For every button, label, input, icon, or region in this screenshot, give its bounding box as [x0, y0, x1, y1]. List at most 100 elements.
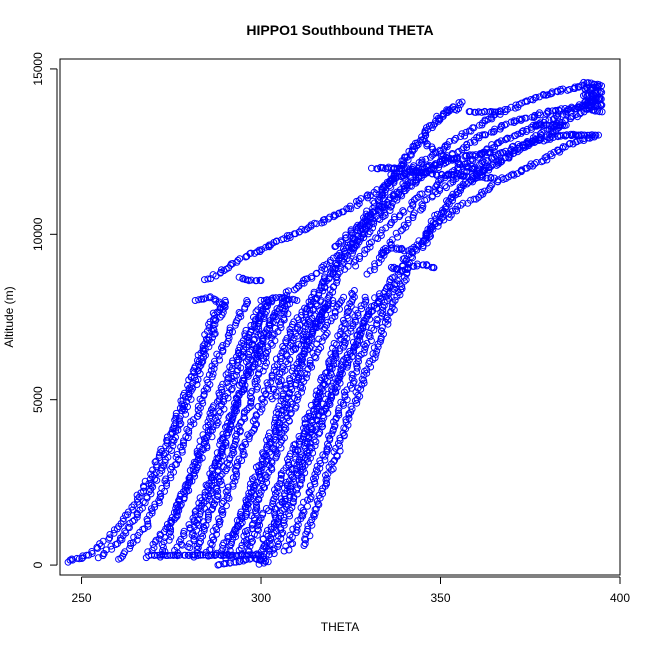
data-point — [404, 247, 412, 255]
data-point — [216, 409, 224, 417]
data-point — [167, 474, 175, 482]
data-point — [184, 393, 192, 401]
data-point — [343, 255, 351, 263]
data-point — [245, 499, 253, 507]
data-point — [399, 172, 407, 180]
data-point — [247, 389, 255, 397]
data-point — [592, 89, 600, 97]
data-point — [337, 264, 345, 272]
data-point — [215, 561, 223, 568]
data-point — [552, 112, 560, 120]
data-point — [405, 147, 413, 155]
data-point — [254, 403, 262, 410]
data-point — [324, 295, 332, 302]
data-point — [200, 350, 208, 358]
data-point — [349, 338, 357, 346]
data-point — [366, 267, 374, 275]
data-point — [413, 246, 421, 254]
data-point — [119, 517, 127, 525]
data-point — [361, 293, 369, 301]
data-point — [391, 164, 398, 172]
data-point — [258, 556, 266, 564]
data-point — [262, 353, 270, 361]
data-point — [119, 515, 127, 523]
data-point — [427, 224, 435, 232]
data-point — [279, 416, 287, 424]
data-point — [257, 352, 265, 360]
data-point — [68, 555, 76, 563]
data-point — [233, 470, 241, 478]
data-point — [469, 151, 477, 159]
data-point — [292, 455, 300, 463]
data-point — [450, 136, 458, 144]
data-point — [233, 458, 241, 466]
data-point — [129, 517, 137, 525]
data-point — [206, 293, 214, 301]
data-point — [469, 173, 477, 181]
data-point — [281, 385, 289, 393]
data-point — [354, 221, 362, 229]
data-point — [380, 302, 388, 310]
data-point — [247, 276, 255, 284]
data-point — [219, 452, 227, 460]
data-point — [430, 161, 438, 169]
data-point — [162, 475, 170, 483]
data-point — [253, 277, 261, 285]
data-point — [213, 350, 221, 358]
data-point — [344, 262, 352, 270]
data-point — [360, 379, 368, 387]
data-point — [433, 171, 441, 179]
data-point — [388, 303, 396, 311]
data-point — [388, 244, 396, 252]
data-point — [273, 308, 281, 316]
data-point — [148, 509, 156, 517]
data-point — [487, 174, 495, 182]
data-point — [209, 324, 217, 332]
data-point — [193, 357, 201, 364]
data-point — [177, 490, 185, 498]
data-point — [486, 148, 494, 156]
data-point — [490, 174, 498, 182]
data-point — [228, 359, 236, 367]
data-point — [225, 329, 233, 337]
data-point — [492, 108, 500, 116]
data-point — [304, 525, 312, 533]
data-point — [291, 286, 298, 294]
data-point — [431, 120, 439, 128]
data-point — [163, 479, 171, 487]
data-point — [390, 195, 398, 203]
data-point — [236, 310, 244, 318]
data-point — [361, 346, 369, 353]
data-point — [403, 184, 411, 192]
data-point — [497, 108, 505, 116]
data-point — [293, 297, 301, 304]
data-point — [268, 457, 275, 465]
data-point — [306, 482, 314, 490]
data-point — [211, 357, 218, 365]
data-point — [184, 481, 192, 489]
data-point — [536, 109, 543, 117]
data-point — [321, 300, 329, 308]
data-point — [321, 324, 329, 332]
data-point — [167, 533, 175, 541]
data-point — [292, 380, 300, 388]
data-point — [251, 360, 259, 368]
data-point — [255, 516, 263, 524]
data-point — [269, 385, 277, 393]
data-point — [344, 354, 352, 361]
data-point — [372, 350, 380, 358]
data-point — [362, 343, 369, 350]
data-point — [353, 237, 361, 245]
data-point — [409, 214, 417, 222]
data-point — [175, 507, 183, 515]
data-point — [303, 413, 311, 421]
data-point — [235, 391, 243, 398]
data-point — [219, 342, 227, 349]
data-point — [193, 450, 201, 458]
data-point — [222, 371, 230, 379]
data-point — [420, 237, 427, 245]
data-point — [338, 323, 346, 331]
data-point — [324, 440, 331, 448]
data-point — [400, 277, 408, 285]
data-point — [249, 482, 257, 490]
